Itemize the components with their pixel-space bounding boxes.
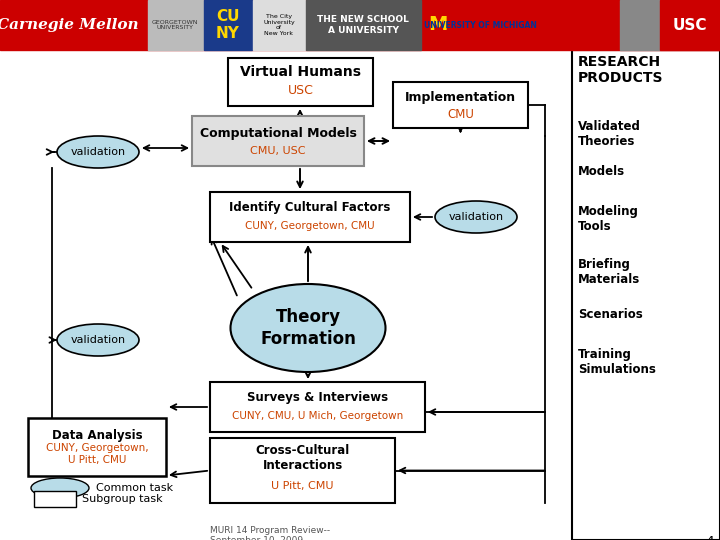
Bar bbox=[192, 116, 364, 166]
Text: 4: 4 bbox=[706, 535, 714, 540]
Text: GEORGETOWN
UNIVERSITY: GEORGETOWN UNIVERSITY bbox=[152, 19, 198, 30]
Text: validation: validation bbox=[449, 212, 503, 222]
Bar bbox=[660, 0, 720, 50]
Text: Computational Models: Computational Models bbox=[199, 126, 356, 139]
Text: Implementation: Implementation bbox=[405, 91, 516, 104]
Text: MURI 14 Program Review--
September 10, 2009: MURI 14 Program Review-- September 10, 2… bbox=[210, 526, 330, 540]
Bar bbox=[306, 0, 421, 50]
Text: RESEARCH
PRODUCTS: RESEARCH PRODUCTS bbox=[578, 55, 664, 85]
Text: Common task: Common task bbox=[96, 483, 173, 493]
Bar bbox=[228, 58, 373, 106]
Text: Carnegie Mellon: Carnegie Mellon bbox=[0, 18, 139, 32]
Ellipse shape bbox=[57, 136, 139, 168]
Text: CMU: CMU bbox=[447, 107, 474, 120]
Bar bbox=[253, 0, 305, 50]
Bar bbox=[393, 82, 528, 128]
Ellipse shape bbox=[435, 201, 517, 233]
Text: validation: validation bbox=[71, 335, 125, 345]
Text: UNIVERSITY OF MICHIGAN: UNIVERSITY OF MICHIGAN bbox=[423, 21, 536, 30]
Bar bbox=[210, 382, 425, 432]
Text: Virtual Humans: Virtual Humans bbox=[240, 65, 361, 79]
Bar bbox=[148, 0, 203, 50]
Ellipse shape bbox=[230, 284, 385, 372]
Text: M: M bbox=[428, 16, 448, 35]
Text: Surveys & Interviews: Surveys & Interviews bbox=[247, 392, 388, 404]
Bar bbox=[572, 50, 720, 540]
Text: Data Analysis: Data Analysis bbox=[52, 429, 143, 442]
Text: CUNY, CMU, U Mich, Georgetown: CUNY, CMU, U Mich, Georgetown bbox=[232, 411, 403, 421]
Text: USC: USC bbox=[287, 84, 313, 97]
Text: U Pitt, CMU: U Pitt, CMU bbox=[271, 481, 334, 491]
Text: Cross-Cultural
Interactions: Cross-Cultural Interactions bbox=[256, 444, 350, 472]
Bar bbox=[34, 491, 76, 507]
Text: CMU, USC: CMU, USC bbox=[251, 146, 306, 156]
Text: Scenarios: Scenarios bbox=[578, 308, 643, 321]
Bar bbox=[620, 0, 660, 50]
Text: CUNY, Georgetown, CMU: CUNY, Georgetown, CMU bbox=[246, 221, 375, 231]
Bar bbox=[210, 438, 395, 503]
Bar bbox=[204, 0, 252, 50]
Text: CU
NY: CU NY bbox=[216, 9, 240, 41]
Text: CUNY, Georgetown,
U Pitt, CMU: CUNY, Georgetown, U Pitt, CMU bbox=[45, 443, 148, 465]
Ellipse shape bbox=[57, 324, 139, 356]
Text: Models: Models bbox=[578, 165, 625, 178]
Text: USC: USC bbox=[672, 17, 707, 32]
Text: The City
University
of
New York: The City University of New York bbox=[263, 14, 295, 36]
Text: validation: validation bbox=[71, 147, 125, 157]
Bar bbox=[210, 192, 410, 242]
Text: THE NEW SCHOOL
A UNIVERSITY: THE NEW SCHOOL A UNIVERSITY bbox=[317, 15, 409, 35]
Text: Theory
Formation: Theory Formation bbox=[260, 308, 356, 348]
Bar bbox=[28, 418, 166, 476]
Text: Subgroup task: Subgroup task bbox=[82, 494, 163, 504]
Text: Identify Cultural Factors: Identify Cultural Factors bbox=[229, 201, 391, 214]
Ellipse shape bbox=[31, 478, 89, 498]
Text: Modeling
Tools: Modeling Tools bbox=[578, 205, 639, 233]
Text: Validated
Theories: Validated Theories bbox=[578, 120, 641, 148]
Text: Training
Simulations: Training Simulations bbox=[578, 348, 656, 376]
Bar bbox=[0, 0, 720, 50]
Text: Briefing
Materials: Briefing Materials bbox=[578, 258, 640, 286]
